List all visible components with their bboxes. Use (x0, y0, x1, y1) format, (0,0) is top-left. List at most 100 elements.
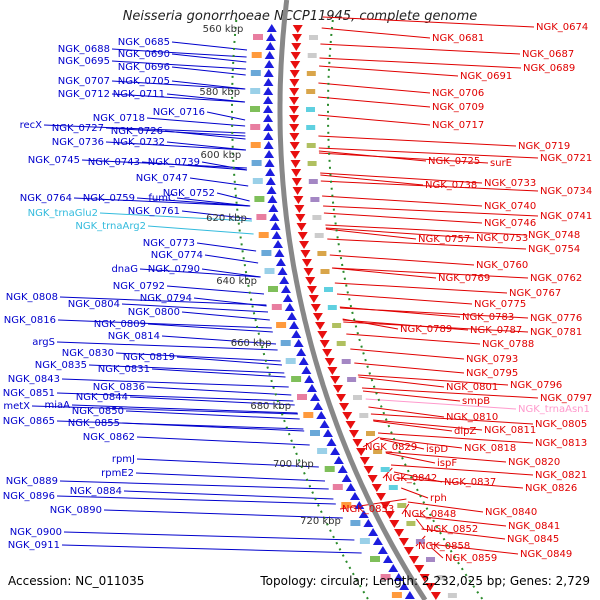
left-gene-label: NGK_trnaGlu2 (28, 208, 98, 219)
reverse-gene-arrow (384, 511, 395, 519)
right-gene-label: NGK_0852 (426, 524, 478, 535)
right-gene-label: NGK_0783 (462, 312, 514, 323)
left-gene-label: NGK_0843 (8, 374, 60, 385)
left-gene-label: NGK_0884 (70, 486, 122, 497)
left-connector (146, 117, 246, 127)
reverse-gene-arrow (310, 304, 321, 312)
reverse-gene-arrow (324, 358, 335, 366)
reverse-gene-arrow (403, 547, 414, 555)
feature-box (317, 251, 327, 256)
feature-box (306, 107, 315, 112)
forward-gene-arrow (275, 258, 286, 266)
reverse-gene-arrow (352, 439, 363, 447)
left-gene-label: NGK_0851 (3, 388, 55, 399)
left-gene-label: NGK_0712 (58, 89, 110, 100)
left-gene-label: NGK_0855 (68, 418, 120, 429)
feature-box (347, 377, 357, 382)
right-gene-label: NGK_0796 (510, 380, 562, 391)
right-gene-label: NGK_0840 (485, 507, 537, 518)
left-gene-label: NGK_0836 (93, 382, 145, 393)
left-gene-label: NGK_0774 (151, 250, 203, 261)
left-connector (123, 490, 334, 500)
forward-gene-arrow (333, 456, 344, 464)
reverse-gene-arrow (430, 592, 441, 600)
topology-label: Topology: circular; Length: 2,232,025 bp… (260, 574, 590, 588)
forward-gene-arrow (304, 375, 315, 383)
left-connector (121, 422, 305, 432)
forward-gene-arrow (286, 312, 297, 320)
right-connector (357, 374, 509, 386)
right-connector (361, 387, 539, 399)
left-gene-label: NGK_0800 (128, 307, 180, 318)
reverse-gene-arrow (299, 241, 310, 249)
right-connector (429, 543, 519, 555)
feature-box (314, 233, 324, 238)
reverse-gene-arrow (398, 538, 409, 546)
left-connector (111, 48, 247, 58)
right-connector (325, 224, 527, 236)
left-connector (161, 335, 277, 345)
forward-gene-arrow (270, 222, 281, 230)
left-connector (103, 509, 343, 519)
right-gene-label: NGK_0853 (342, 504, 394, 515)
right-gene-label: surE (490, 158, 512, 169)
forward-gene-arrow (277, 267, 288, 275)
feature-box (307, 161, 317, 166)
left-connector (31, 405, 298, 415)
feature-box (312, 215, 322, 220)
left-connector (181, 311, 270, 321)
left-connector (201, 161, 248, 171)
left-gene-label: NGK_0711 (113, 89, 165, 100)
feature-box (251, 160, 262, 166)
right-gene-label: NGK_0733 (484, 178, 536, 189)
feature-box (309, 35, 318, 40)
left-connector (111, 60, 246, 70)
right-gene-label: NGK_0753 (476, 233, 528, 244)
right-gene-label: NGK_0781 (530, 327, 582, 338)
left-gene-label: NGK_0690 (118, 49, 170, 60)
feature-box (310, 197, 320, 202)
right-gene-label: NGK_0760 (476, 260, 528, 271)
reverse-gene-arrow (335, 394, 346, 402)
reverse-gene-arrow (375, 493, 386, 501)
backbone-arc (277, 0, 428, 600)
left-gene-label: NGK_0773 (143, 238, 195, 249)
left-connector (171, 53, 247, 63)
left-connector (206, 111, 246, 121)
right-gene-label: NGK_0818 (464, 443, 516, 454)
right-connector (382, 467, 393, 479)
right-connector (320, 174, 424, 186)
right-gene-label: NGK_0789 (400, 324, 452, 335)
feature-box (370, 556, 380, 562)
feature-box (271, 304, 282, 310)
right-gene-label: NGK_0741 (540, 211, 592, 222)
right-connector (325, 228, 417, 240)
right-connector (346, 333, 481, 345)
left-gene-label: NGK_0759 (83, 193, 135, 204)
right-connector (401, 487, 429, 499)
right-connector (401, 503, 410, 515)
left-connector (57, 319, 272, 329)
reverse-gene-arrow (289, 70, 300, 78)
forward-gene-arrow (341, 474, 352, 482)
reverse-gene-arrow (289, 124, 300, 132)
left-gene-label: NGK_0889 (6, 476, 58, 487)
forward-gene-arrow (264, 150, 275, 158)
feature-box (306, 143, 316, 148)
reverse-gene-arrow (297, 232, 308, 240)
forward-gene-arrow (368, 528, 379, 536)
reverse-gene-arrow (289, 88, 300, 96)
right-connector (334, 282, 508, 294)
right-gene-label: NGK_0820 (508, 457, 560, 468)
left-connector (204, 254, 259, 264)
forward-gene-arrow (263, 114, 274, 122)
forward-gene-arrow (383, 555, 394, 563)
forward-gene-arrow (265, 33, 276, 41)
left-gene-label: NGK_0865 (3, 416, 55, 427)
right-connector (327, 238, 527, 250)
reverse-gene-arrow (356, 448, 367, 456)
forward-gene-arrow (273, 240, 284, 248)
feature-box (332, 323, 342, 328)
left-gene-label: NGK_0716 (153, 107, 205, 118)
